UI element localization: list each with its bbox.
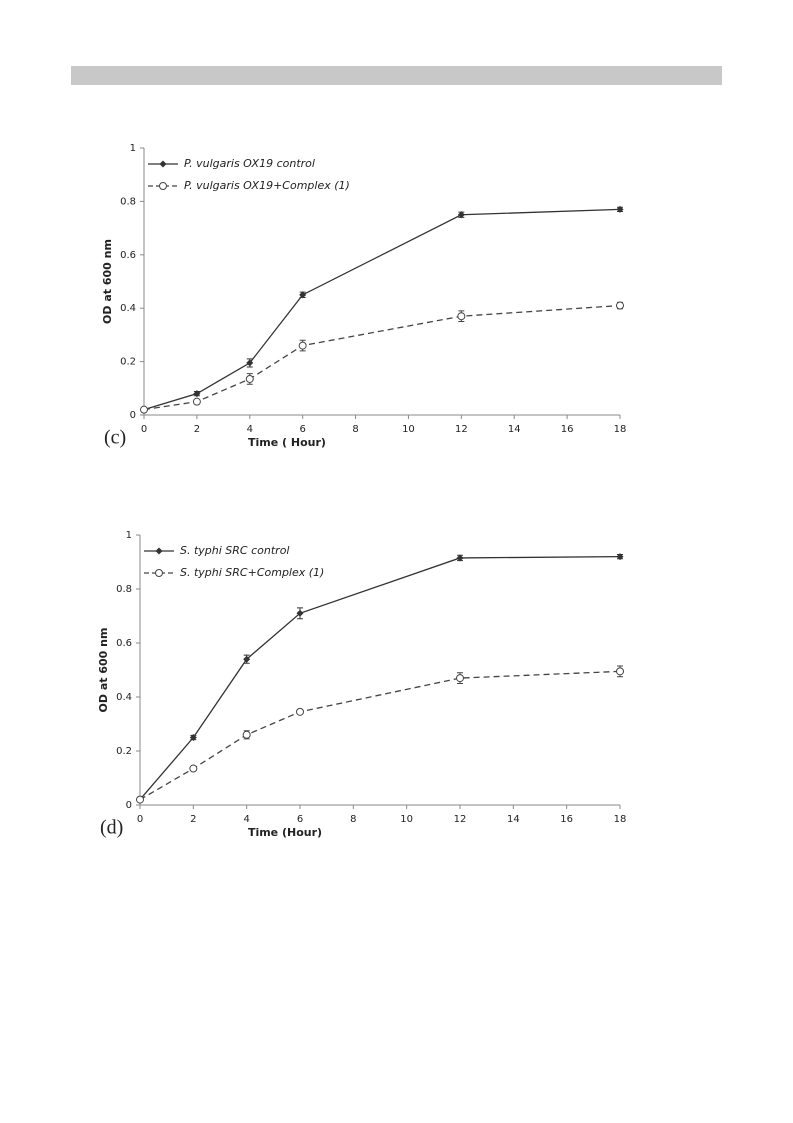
y-axis-label: OD at 600 nm xyxy=(101,239,114,324)
data-point xyxy=(457,312,466,321)
x-tick-label: 6 xyxy=(299,424,305,435)
x-tick-label: 0 xyxy=(141,424,147,435)
x-tick-label: 4 xyxy=(247,424,253,435)
x-tick-label: 18 xyxy=(614,814,627,825)
series-line xyxy=(143,304,621,411)
x-tick-label: 10 xyxy=(400,814,413,825)
data-point xyxy=(616,205,624,213)
data-point xyxy=(616,667,624,676)
legend-marker xyxy=(159,160,167,168)
header-bar xyxy=(71,66,722,85)
y-tick-label: 1 xyxy=(130,143,136,154)
x-tick-label: 8 xyxy=(352,424,358,435)
x-tick-label: 14 xyxy=(507,814,520,825)
x-tick-label: 18 xyxy=(614,424,627,435)
x-tick-label: 2 xyxy=(194,424,200,435)
y-axis-label: OD at 600 nm xyxy=(97,628,110,713)
data-point xyxy=(243,655,251,663)
data-point xyxy=(456,674,464,683)
legend-marker xyxy=(155,569,163,577)
data-point xyxy=(296,707,304,716)
legend-label: P. vulgaris OX19 control xyxy=(184,157,315,170)
data-point xyxy=(193,390,201,398)
legend-marker xyxy=(159,182,167,190)
y-tick-label: 0.2 xyxy=(116,746,132,757)
data-point xyxy=(136,795,144,804)
y-tick-label: 0.2 xyxy=(120,357,136,368)
x-axis-label: Time ( Hour) xyxy=(248,436,326,449)
y-tick-label: 0.8 xyxy=(120,196,136,207)
x-tick-label: 0 xyxy=(137,814,143,825)
series-line xyxy=(143,208,621,411)
series-line xyxy=(139,670,621,801)
y-tick-label: 0.4 xyxy=(116,692,132,703)
data-point xyxy=(457,211,465,219)
x-tick-label: 8 xyxy=(350,814,356,825)
legend-label: P. vulgaris OX19+Complex (1) xyxy=(184,179,350,192)
data-point xyxy=(192,397,201,406)
data-point xyxy=(140,405,148,414)
data-point xyxy=(246,359,254,367)
x-tick-label: 16 xyxy=(561,424,574,435)
data-point xyxy=(245,374,254,383)
panel-label: (d) xyxy=(100,817,123,839)
x-tick-label: 4 xyxy=(243,814,249,825)
panel-label: (c) xyxy=(104,427,126,449)
x-tick-label: 12 xyxy=(455,424,468,435)
y-tick-label: 0 xyxy=(126,800,132,811)
y-tick-label: 0.8 xyxy=(116,584,132,595)
legend-label: S. typhi SRC+Complex (1) xyxy=(180,566,324,579)
data-point xyxy=(298,341,307,350)
y-tick-label: 0 xyxy=(130,410,136,421)
data-point xyxy=(456,554,464,562)
y-tick-label: 1 xyxy=(126,530,132,541)
x-tick-label: 10 xyxy=(402,424,415,435)
y-tick-label: 0.4 xyxy=(120,303,136,314)
data-point xyxy=(299,291,307,299)
data-point xyxy=(189,734,197,741)
x-tick-label: 2 xyxy=(190,814,196,825)
series-line xyxy=(139,555,621,801)
y-tick-label: 0.6 xyxy=(120,250,136,261)
x-tick-label: 16 xyxy=(560,814,573,825)
legend-marker xyxy=(155,547,163,555)
data-point xyxy=(242,730,251,739)
x-tick-label: 12 xyxy=(454,814,467,825)
x-tick-label: 6 xyxy=(297,814,303,825)
x-tick-label: 14 xyxy=(508,424,521,435)
y-tick-label: 0.6 xyxy=(116,638,132,649)
data-point xyxy=(616,301,624,310)
data-point xyxy=(296,609,304,617)
data-point xyxy=(616,553,624,561)
x-axis-label: Time (Hour) xyxy=(248,826,322,839)
data-point xyxy=(189,764,198,773)
legend-label: S. typhi SRC control xyxy=(180,544,289,557)
